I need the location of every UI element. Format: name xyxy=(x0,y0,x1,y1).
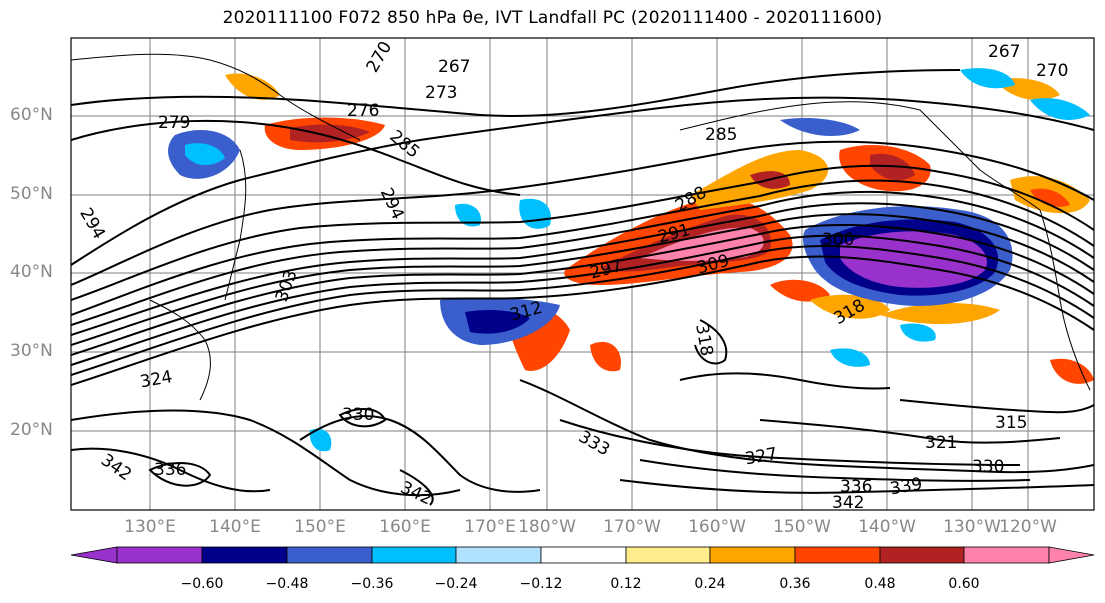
lon-label: 140°E xyxy=(209,517,261,537)
contour-label: 321 xyxy=(925,433,957,453)
map-frame xyxy=(70,37,1095,511)
colorbar-tick-label: 0.48 xyxy=(864,576,896,592)
lon-label: 130°W xyxy=(943,517,1001,537)
colorbar-segment xyxy=(201,546,288,564)
lon-label: 150°E xyxy=(294,517,346,537)
colorbar-tick-label: 0.24 xyxy=(694,576,726,592)
colorbar-tick-label: −0.60 xyxy=(180,576,224,592)
lat-label: 40°N xyxy=(10,262,53,282)
contour-label: 267 xyxy=(988,42,1020,62)
contour-label: 285 xyxy=(705,125,737,145)
colorbar-segment xyxy=(286,546,373,564)
contour-label: 342 xyxy=(832,493,864,513)
colorbar-segment xyxy=(794,546,881,564)
lon-label: 160°E xyxy=(379,517,431,537)
colorbar-extend-min xyxy=(70,546,118,564)
contour-label: 300 xyxy=(822,230,854,250)
colorbar-segment xyxy=(455,546,542,564)
colorbar xyxy=(70,546,1095,564)
colorbar-segment xyxy=(625,546,711,564)
colorbar-extend-max xyxy=(1048,546,1095,564)
lon-label: 170°E xyxy=(464,517,516,537)
colorbar-segment xyxy=(963,546,1050,564)
colorbar-tick-label: 0.12 xyxy=(610,576,642,592)
lon-label: 170°W xyxy=(603,517,661,537)
contour-label: 270 xyxy=(1036,61,1068,81)
colorbar-segment xyxy=(540,546,627,564)
contour-label: 276 xyxy=(347,101,379,121)
contour-label: 330 xyxy=(342,405,374,425)
lon-label: 180°W xyxy=(518,517,576,537)
colorbar-tick-label: −0.36 xyxy=(350,576,394,592)
lat-label: 30°N xyxy=(10,341,53,361)
contour-label: 273 xyxy=(425,83,457,103)
theta-e-contours xyxy=(71,69,1094,506)
colorbar-segment xyxy=(371,546,457,564)
lon-label: 160°W xyxy=(688,517,746,537)
lat-label: 20°N xyxy=(10,420,53,440)
contour-label: 336 xyxy=(154,460,186,480)
coastlines xyxy=(71,53,1091,401)
colorbar-tick-label: 0.60 xyxy=(948,576,980,592)
contour-label: 330 xyxy=(972,457,1004,477)
contour-label: 315 xyxy=(995,413,1027,433)
contour-label: 267 xyxy=(438,57,470,77)
colorbar-segment xyxy=(879,546,965,564)
lon-label: 130°E xyxy=(124,517,176,537)
lat-label: 50°N xyxy=(10,184,53,204)
lon-label: 120°W xyxy=(999,517,1057,537)
colorbar-segment xyxy=(116,546,203,564)
lon-label: 140°W xyxy=(858,517,916,537)
map-title: 2020111100 F072 850 hPa θe, IVT Landfall… xyxy=(222,8,883,28)
colorbar-segment xyxy=(709,546,796,564)
colorbar-tick-label: −0.24 xyxy=(434,576,478,592)
colorbar-tick-label: 0.36 xyxy=(779,576,811,592)
contour-label: 279 xyxy=(158,113,190,133)
colorbar-tick-label: −0.12 xyxy=(519,576,563,592)
contour-label: 336 xyxy=(840,477,872,497)
lon-label: 150°W xyxy=(773,517,831,537)
colorbar-tick-label: −0.48 xyxy=(265,576,309,592)
lat-label: 60°N xyxy=(10,105,53,125)
